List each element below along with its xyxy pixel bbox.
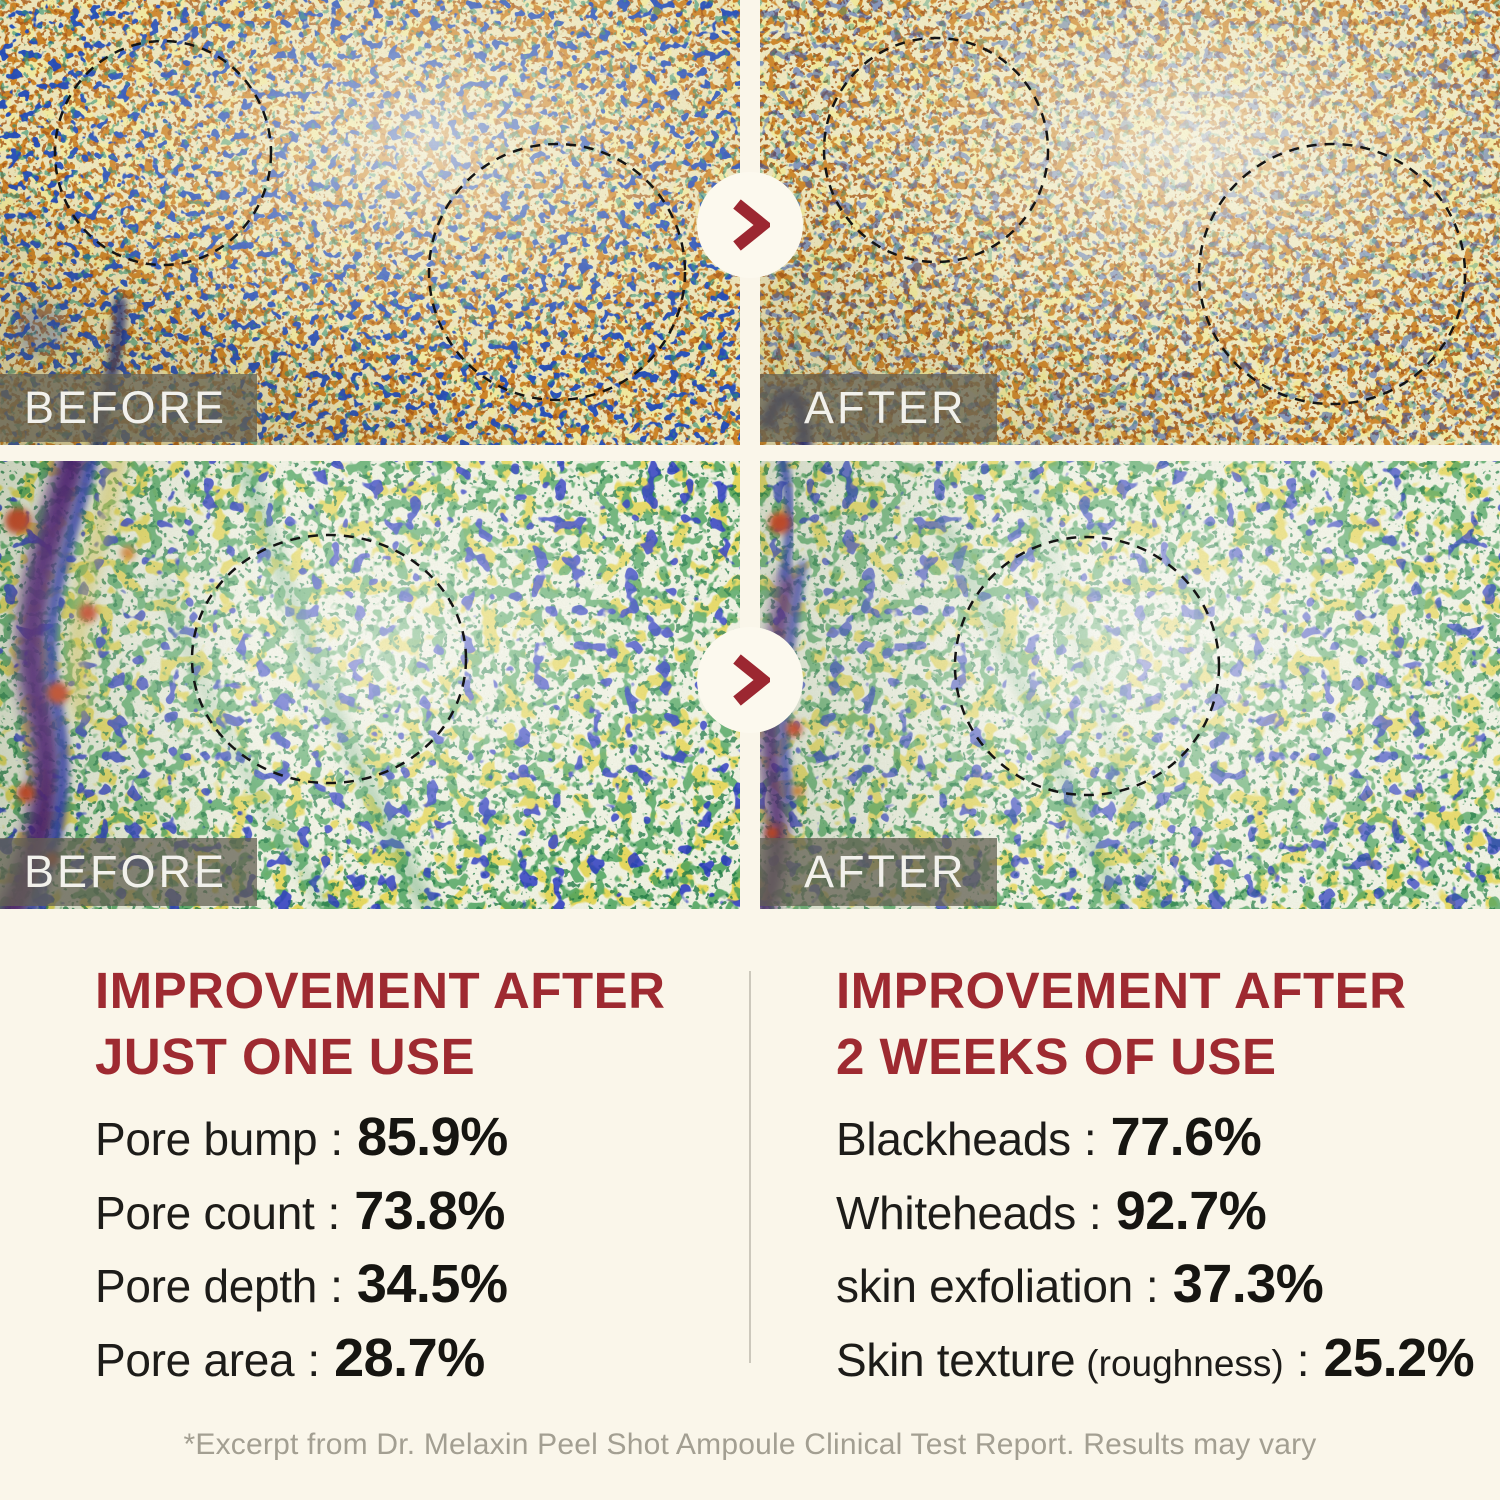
stat-colon: :: [330, 1260, 343, 1312]
stat-label: Blackheads: [836, 1113, 1071, 1165]
stat-row: Whiteheads : 92.7%: [836, 1180, 1474, 1254]
chevron-right-icon: [733, 654, 770, 706]
before-label-text: BEFORE: [24, 382, 228, 433]
after-label-top: AFTER: [760, 374, 997, 442]
skin-texture-after-texture: [760, 461, 1500, 909]
after-label-text: AFTER: [804, 382, 967, 433]
stat-value: 25.2%: [1323, 1327, 1475, 1388]
dashed-focus-circle: [427, 142, 687, 402]
before-photo-texture: BEFORE: [0, 461, 740, 909]
dashed-focus-circle: [953, 535, 1221, 797]
stat-value: 34.5%: [356, 1254, 508, 1314]
stat-note: (roughness): [1086, 1342, 1284, 1384]
column-divider: [749, 971, 751, 1363]
stat-colon: :: [1296, 1333, 1310, 1386]
results-column-one-use: IMPROVEMENT AFTER JUST ONE USE Pore bump…: [95, 958, 665, 1400]
stat-value: 77.6%: [1110, 1107, 1262, 1167]
results-title-line: 2 WEEKS OF USE: [836, 1028, 1277, 1085]
before-photo-pores: BEFORE: [0, 0, 740, 445]
stat-label: Pore area: [95, 1333, 295, 1386]
stat-label: Pore bump: [95, 1113, 318, 1165]
stat-colon: :: [1145, 1260, 1159, 1312]
skin-texture-after-pores: [760, 0, 1500, 445]
stat-row: Pore area : 28.7%: [95, 1327, 665, 1401]
stat-rows: Blackheads : 77.6% Whiteheads : 92.7% sk…: [836, 1106, 1475, 1401]
results-title-line: IMPROVEMENT AFTER: [836, 962, 1407, 1019]
stat-row: Pore depth : 34.5%: [95, 1253, 665, 1327]
stat-label: skin exfoliation: [836, 1260, 1133, 1312]
skin-texture-before-texture: [0, 461, 740, 909]
before-after-arrow-bottom: [697, 627, 803, 733]
stat-row: Pore count : 73.8%: [95, 1180, 665, 1254]
dashed-focus-circle: [53, 39, 273, 267]
stat-value: 85.9%: [357, 1107, 508, 1167]
dashed-focus-circle: [190, 533, 468, 785]
stat-value: 73.8%: [354, 1180, 505, 1241]
stat-colon: :: [1088, 1186, 1102, 1239]
stat-label: Pore count: [95, 1186, 315, 1239]
stat-row: Blackheads : 77.6%: [836, 1106, 1474, 1180]
before-label-text: BEFORE: [24, 846, 228, 897]
stat-rows: Pore bump : 85.9% Pore count : 73.8% Por…: [95, 1106, 665, 1400]
stat-value: 28.7%: [334, 1327, 485, 1388]
stat-row: skin exfoliation : 37.3%: [836, 1253, 1474, 1327]
results-column-two-weeks: IMPROVEMENT AFTER 2 WEEKS OF USE Blackhe…: [836, 958, 1475, 1401]
stat-label: Skin texture: [836, 1333, 1076, 1386]
results-title-line: IMPROVEMENT AFTER: [95, 962, 666, 1019]
dashed-focus-circle: [822, 36, 1050, 264]
after-label-bottom: AFTER: [760, 838, 997, 906]
after-photo-pores: AFTER: [760, 0, 1500, 445]
disclaimer-text: *Excerpt from Dr. Melaxin Peel Shot Ampo…: [183, 1428, 1317, 1461]
results-section: IMPROVEMENT AFTER JUST ONE USE Pore bump…: [0, 909, 1500, 1500]
stat-colon: :: [1083, 1113, 1097, 1165]
stat-label: Pore depth: [95, 1260, 318, 1312]
after-photo-texture: AFTER: [760, 461, 1500, 909]
skin-texture-before-pores: [0, 0, 740, 445]
results-title-line: JUST ONE USE: [95, 1028, 476, 1085]
chevron-right-icon: [733, 199, 770, 251]
dashed-focus-circle: [1197, 142, 1467, 406]
stat-label: Whiteheads: [836, 1186, 1076, 1239]
stat-value: 92.7%: [1115, 1180, 1267, 1241]
before-after-arrow-top: [697, 172, 803, 278]
before-label-bottom: BEFORE: [0, 838, 258, 906]
after-label-text: AFTER: [804, 846, 967, 897]
stat-colon: :: [327, 1186, 341, 1239]
stat-row: Skin texture (roughness) : 25.2%: [836, 1327, 1475, 1401]
stat-colon: :: [307, 1333, 321, 1386]
stat-value: 37.3%: [1172, 1254, 1324, 1314]
stat-row: Pore bump : 85.9%: [95, 1106, 665, 1180]
before-label-top: BEFORE: [0, 374, 258, 442]
stat-colon: :: [330, 1113, 344, 1165]
